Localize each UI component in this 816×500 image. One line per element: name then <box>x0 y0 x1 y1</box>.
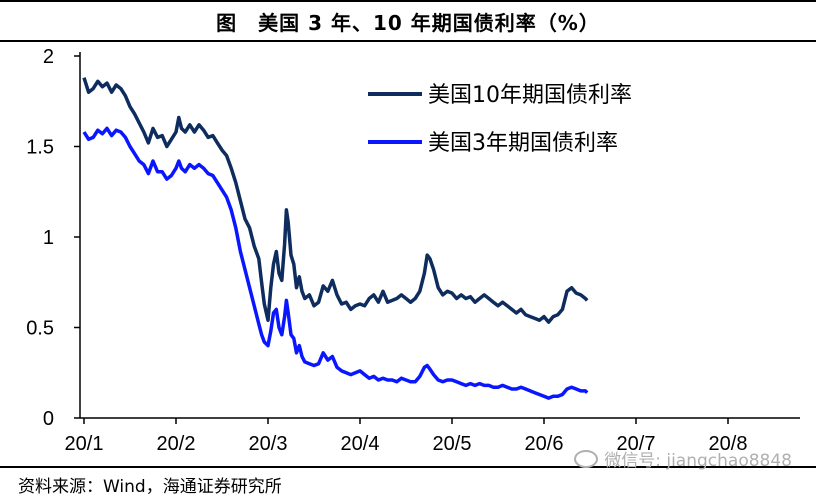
legend-label: 美国3年期国债利率 <box>428 131 618 156</box>
x-tick-label: 20/2 <box>157 433 196 455</box>
watermark: 微信号: jiangchao8848 <box>574 446 792 471</box>
x-tick-label: 20/1 <box>65 433 104 455</box>
x-tick-label: 20/3 <box>249 433 288 455</box>
y-tick-label: 1.5 <box>26 137 54 159</box>
source-bar: 资料来源：Wind，海通证券研究所 <box>0 466 816 500</box>
axes: 0 0.5 1 1.5 2 20/1 20/2 20/3 20/4 20/5 20/6 20/7 20/… <box>26 46 800 455</box>
legend-label: 美国10年期国债利率 <box>428 83 632 108</box>
x-tick-label: 20/7 <box>617 433 656 455</box>
x-tick-label: 20/4 <box>341 433 380 455</box>
x-tick-label: 20/6 <box>525 433 564 455</box>
source-note: 资料来源：Wind，海通证券研究所 <box>18 476 282 497</box>
title-bar: 图 美国 3 年、10 年期国债利率（%） <box>0 0 816 42</box>
watermark-text: 微信号: jiangchao8848 <box>604 451 792 471</box>
y-tick-label: 2 <box>43 46 54 68</box>
y-tick-label: 0.5 <box>26 318 54 340</box>
chart: 0 0.5 1 1.5 2 20/1 20/2 20/3 20/4 20/5 20/6 20/7 20/… <box>26 46 800 455</box>
y-tick-label: 1 <box>43 227 54 249</box>
series-line-3y <box>82 126 589 400</box>
y-tick-label: 0 <box>43 408 54 430</box>
wechat-icon <box>574 449 599 468</box>
page-title: 图 美国 3 年、10 年期国债利率（%） <box>216 10 600 35</box>
series-layer <box>82 77 589 400</box>
x-tick-label: 20/8 <box>709 433 748 455</box>
x-tick-label: 20/5 <box>433 433 472 455</box>
series-line-10y <box>82 77 589 324</box>
